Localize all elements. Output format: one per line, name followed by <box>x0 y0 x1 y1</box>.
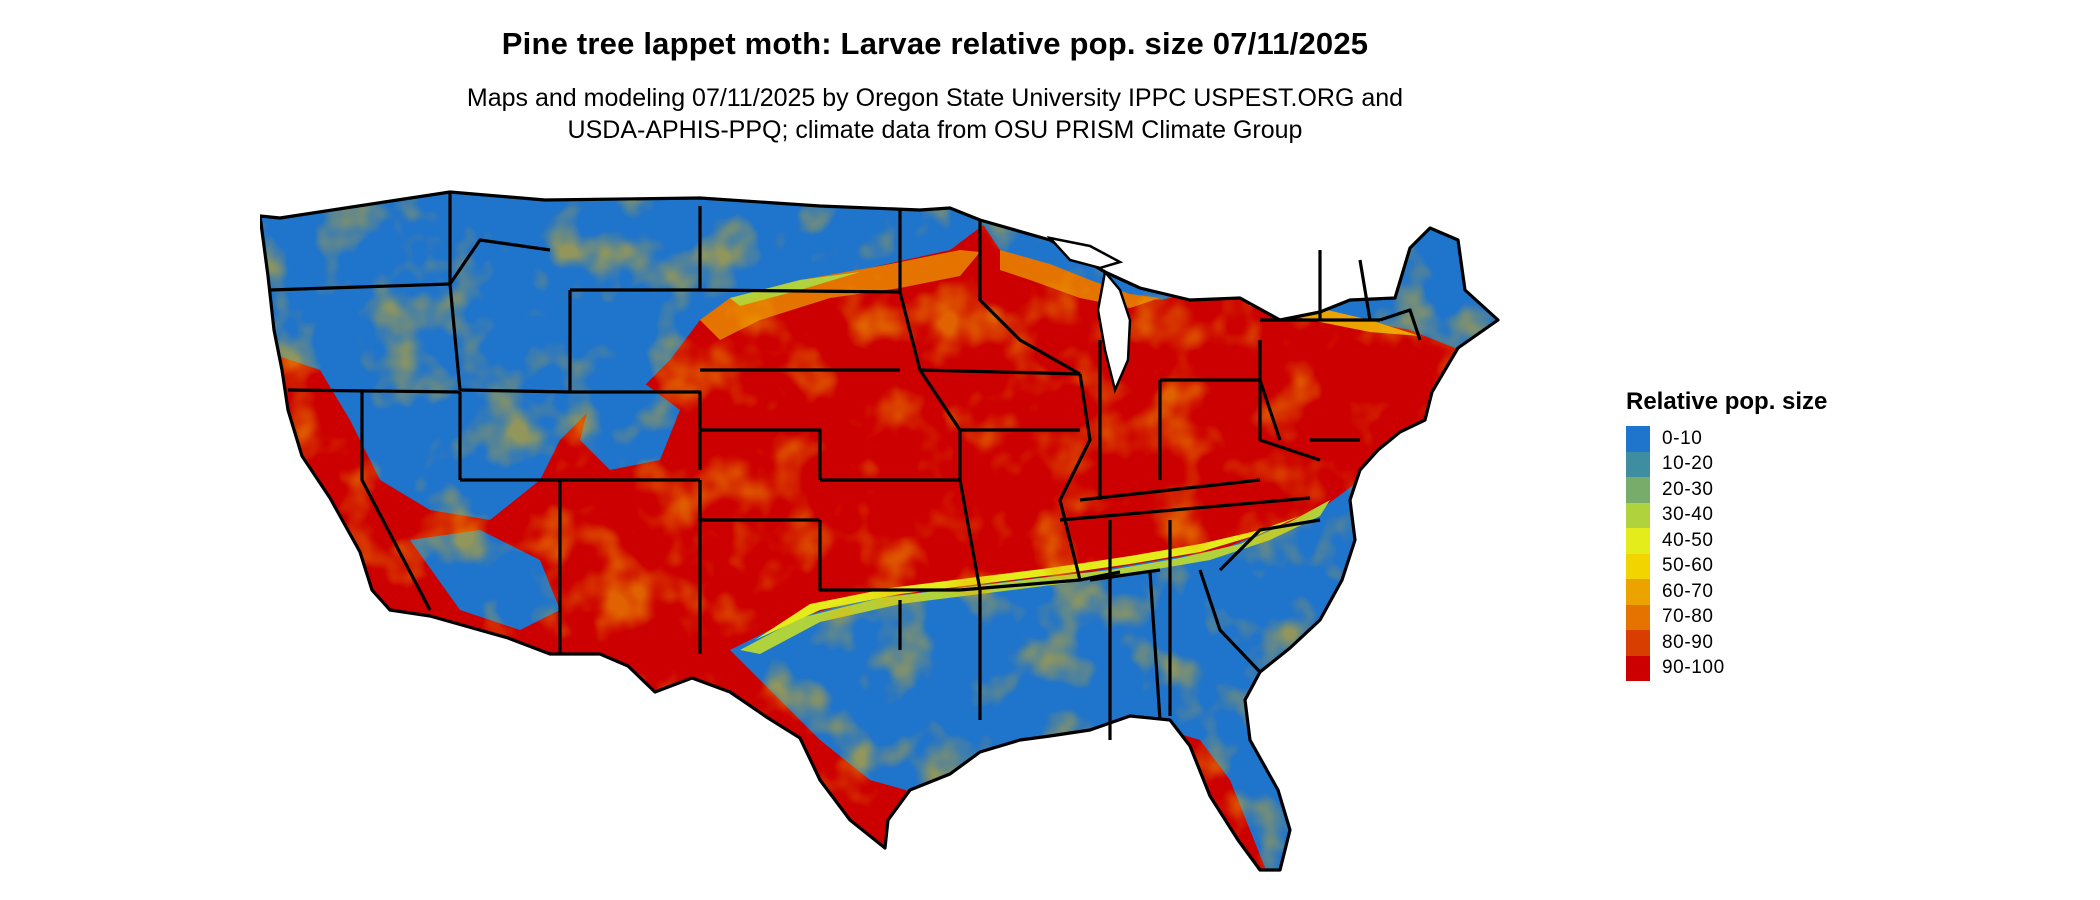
legend-item: 60-70 <box>1626 579 1827 605</box>
map-title: Pine tree lappet moth: Larvae relative p… <box>501 26 1369 61</box>
legend-swatch <box>1626 579 1650 605</box>
legend-label: 70-80 <box>1662 606 1714 628</box>
great-lakes <box>1046 236 1132 394</box>
legend-swatch <box>1626 630 1650 656</box>
legend-title: Relative pop. size <box>1626 388 1828 415</box>
legend-label: 80-90 <box>1662 631 1714 653</box>
legend-label: 40-50 <box>1662 529 1714 551</box>
legend-swatch <box>1626 477 1650 503</box>
legend-item: 80-90 <box>1626 630 1827 656</box>
legend-label: 30-40 <box>1662 504 1714 526</box>
legend-label: 50-60 <box>1662 555 1714 577</box>
legend-item: 0-10 <box>1626 426 1827 452</box>
legend: Relative pop. size 0-10 10-20 20-30 30-40 40… <box>1626 388 1827 681</box>
legend-label: 0-10 <box>1662 427 1703 449</box>
state-borders <box>260 190 1500 872</box>
legend-swatch <box>1626 502 1650 528</box>
legend-label: 60-70 <box>1662 580 1714 602</box>
us-population-map <box>260 190 1500 872</box>
legend-item: 40-50 <box>1626 528 1827 554</box>
legend-swatch <box>1626 426 1650 452</box>
legend-swatch <box>1626 553 1650 579</box>
legend-swatch <box>1626 451 1650 477</box>
map-subtitle-line-1: Maps and modeling 07/11/2025 by Oregon S… <box>466 84 1404 112</box>
legend-items: 0-10 10-20 20-30 30-40 40-50 50-60 60-70 70-80 8… <box>1626 426 1827 681</box>
legend-item: 50-60 <box>1626 553 1827 579</box>
legend-item: 10-20 <box>1626 451 1827 477</box>
map-subtitle-line-2: USDA-APHIS-PPQ; climate data from OSU PR… <box>567 116 1303 144</box>
legend-item: 30-40 <box>1626 502 1827 528</box>
legend-swatch <box>1626 655 1650 681</box>
legend-swatch <box>1626 528 1650 554</box>
legend-item: 90-100 <box>1626 655 1827 681</box>
legend-label: 90-100 <box>1662 657 1725 679</box>
legend-label: 10-20 <box>1662 453 1714 475</box>
legend-swatch <box>1626 604 1650 630</box>
legend-label: 20-30 <box>1662 478 1714 500</box>
legend-item: 70-80 <box>1626 604 1827 630</box>
legend-item: 20-30 <box>1626 477 1827 503</box>
